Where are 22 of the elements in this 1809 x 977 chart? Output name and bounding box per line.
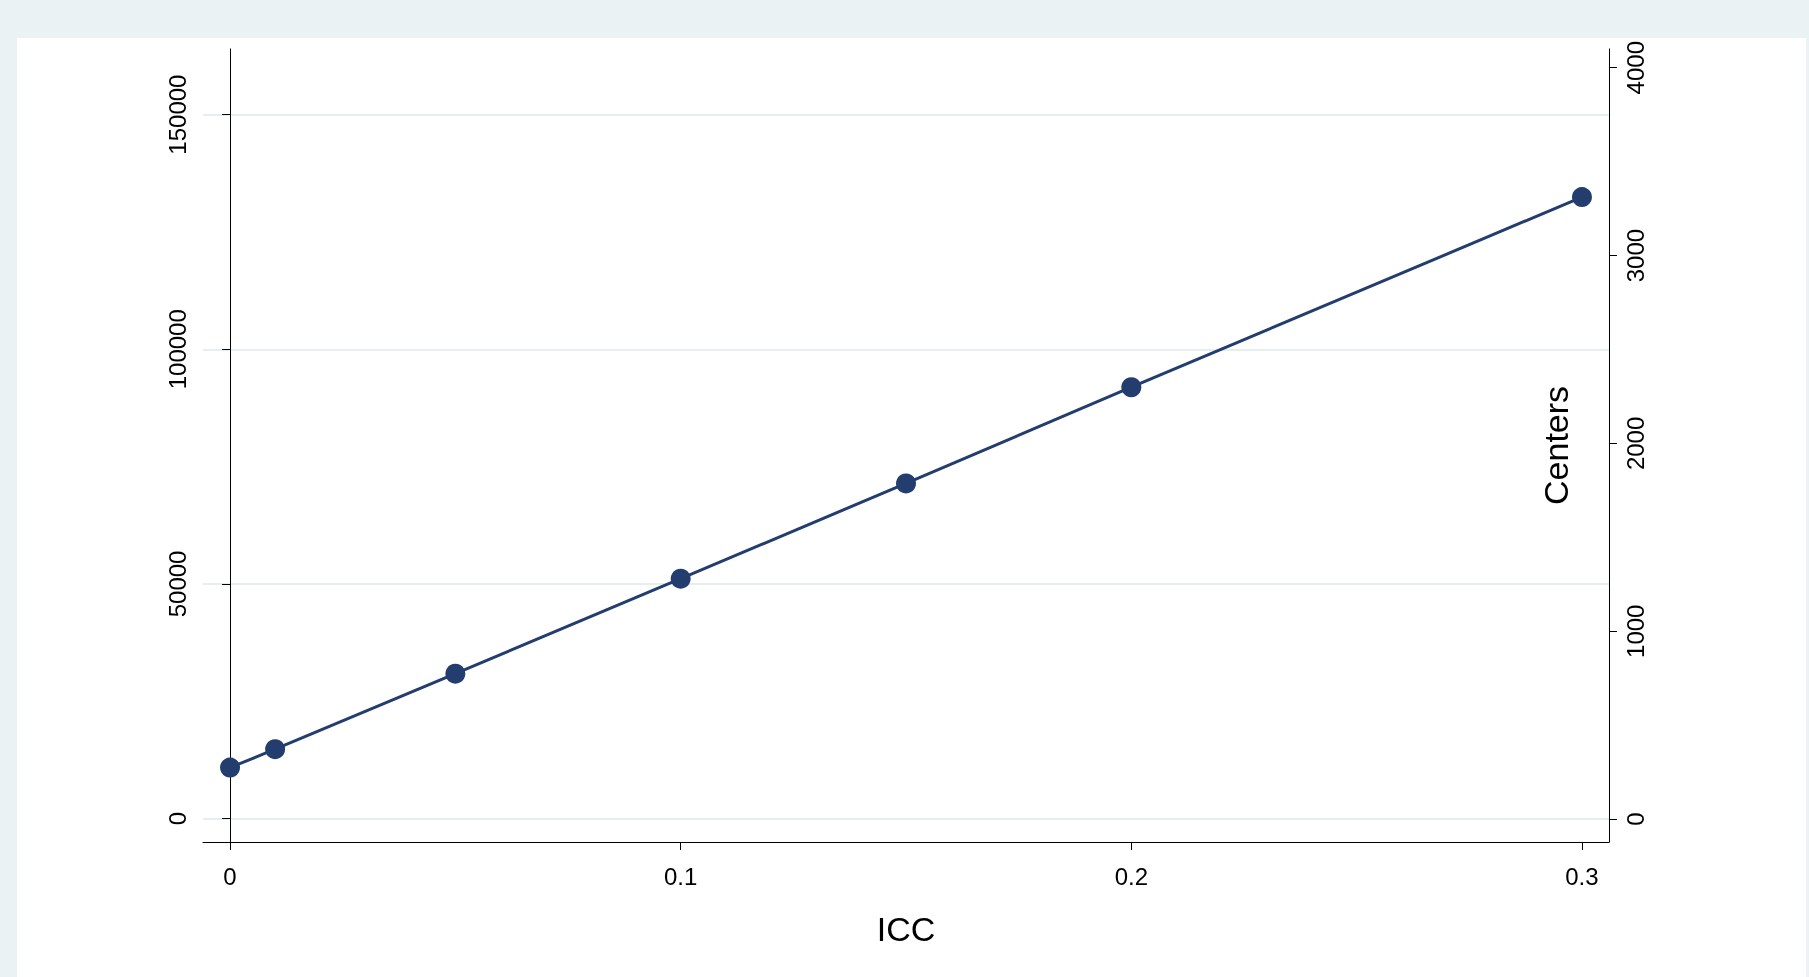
point: [445, 663, 466, 684]
y2-axis-title: Centers: [1537, 385, 1575, 505]
point: [896, 473, 916, 494]
y2-tick-label: 0: [1621, 812, 1649, 826]
y2-tick-label: 1000: [1621, 604, 1649, 658]
x-tick-label: 0.2: [1114, 862, 1149, 890]
point: [265, 739, 286, 760]
x-tick-label: 0.3: [1565, 862, 1599, 890]
point: [1121, 377, 1142, 398]
y2-tick-label: 2000: [1621, 416, 1649, 471]
y2-tick-label: 4000: [1621, 41, 1649, 95]
x-axis-title: ICC: [876, 910, 936, 948]
point: [220, 757, 241, 778]
point: [670, 568, 691, 589]
y-tick-label: 50000: [163, 550, 191, 618]
y-tick-label: 150000: [163, 74, 191, 155]
y2-tick-label: 3000: [1621, 228, 1649, 283]
x-tick-label: 0.1: [663, 862, 698, 890]
point: [1571, 187, 1592, 208]
y-tick-label: 100000: [163, 309, 191, 390]
y-tick-label: 0: [163, 811, 191, 826]
x-tick-label: 0: [223, 862, 237, 890]
